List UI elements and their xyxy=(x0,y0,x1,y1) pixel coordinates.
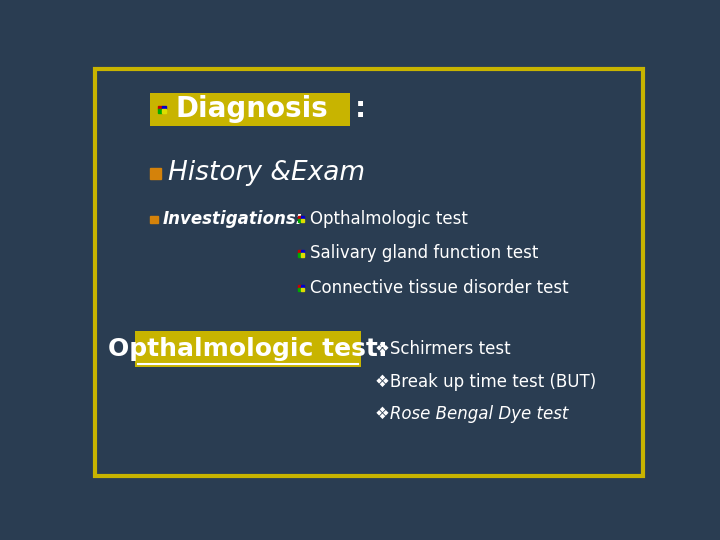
Text: Salivary gland function test: Salivary gland function test xyxy=(310,245,539,262)
Bar xyxy=(150,168,161,179)
FancyBboxPatch shape xyxy=(135,331,361,367)
Text: ❖Break up time test (BUT): ❖Break up time test (BUT) xyxy=(375,373,596,391)
Bar xyxy=(158,106,162,110)
Bar xyxy=(301,285,304,288)
Bar xyxy=(297,253,301,256)
Bar xyxy=(297,285,301,288)
Bar xyxy=(301,251,304,253)
Bar xyxy=(162,106,166,110)
FancyBboxPatch shape xyxy=(150,92,351,126)
Text: Diagnosis: Diagnosis xyxy=(175,96,328,124)
Bar xyxy=(297,251,301,253)
Text: Opthalmologic test:: Opthalmologic test: xyxy=(108,337,388,361)
Bar xyxy=(301,253,304,256)
Text: Connective tissue disorder test: Connective tissue disorder test xyxy=(310,279,569,297)
Bar xyxy=(162,110,166,113)
Bar xyxy=(301,219,304,222)
Bar xyxy=(301,288,304,291)
Bar xyxy=(297,219,301,222)
Text: ❖Rose Bengal Dye test: ❖Rose Bengal Dye test xyxy=(375,406,569,423)
Bar xyxy=(301,215,304,219)
Text: ❖Schirmers test: ❖Schirmers test xyxy=(375,340,510,358)
Bar xyxy=(297,215,301,219)
Bar xyxy=(150,215,158,224)
Bar xyxy=(297,288,301,291)
Bar xyxy=(158,110,162,113)
Text: Investigations:: Investigations: xyxy=(163,210,303,228)
Text: History &Exam: History &Exam xyxy=(168,160,364,186)
Text: Opthalmologic test: Opthalmologic test xyxy=(310,210,468,228)
Text: :: : xyxy=(355,96,366,124)
